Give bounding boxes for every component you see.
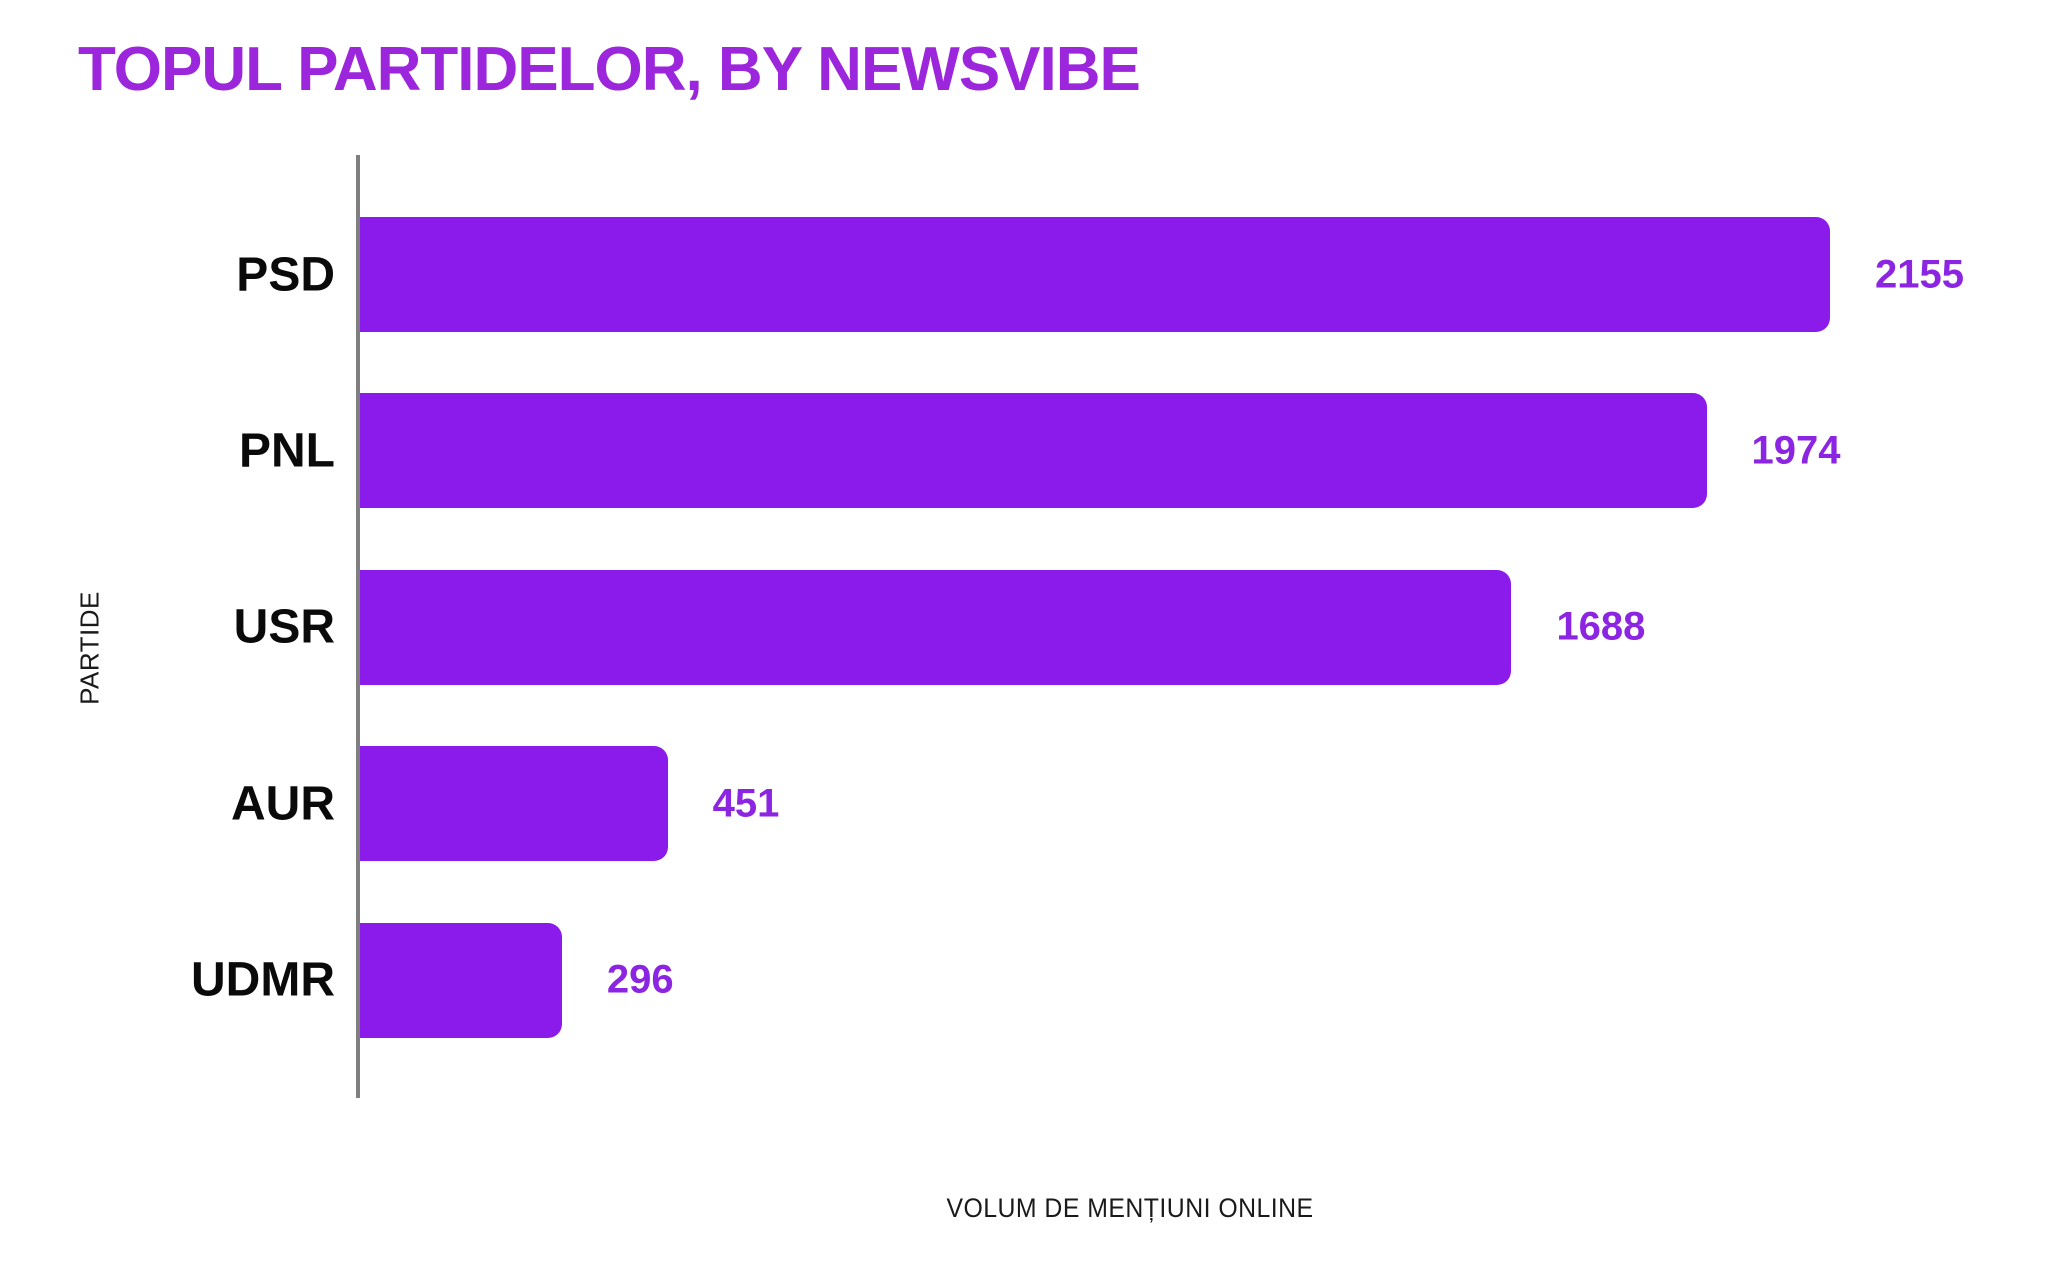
bar (360, 922, 562, 1038)
y-axis-label: PARTIDE (74, 591, 105, 705)
chart-title: TOPUL PARTIDELOR, BY NEWSVIBE (78, 35, 1141, 104)
bar (360, 217, 1830, 332)
y-axis-line (356, 155, 360, 1098)
value-label: 2155 (1875, 252, 1964, 296)
bar (360, 569, 1512, 685)
category-label: PSD (236, 248, 335, 301)
value-label: 451 (712, 781, 780, 826)
category-label: UDMR (191, 953, 335, 1007)
value-label: 1688 (1556, 604, 1646, 649)
category-label: AUR (231, 777, 335, 831)
category-label: USR (233, 600, 335, 654)
x-axis-label: VOLUM DE MENȚIUNI ONLINE (946, 1193, 1314, 1223)
bar (360, 746, 668, 862)
bar (360, 393, 1707, 509)
value-label: 296 (606, 957, 674, 1002)
value-label: 1974 (1751, 428, 1841, 473)
category-label: PNL (239, 424, 335, 478)
